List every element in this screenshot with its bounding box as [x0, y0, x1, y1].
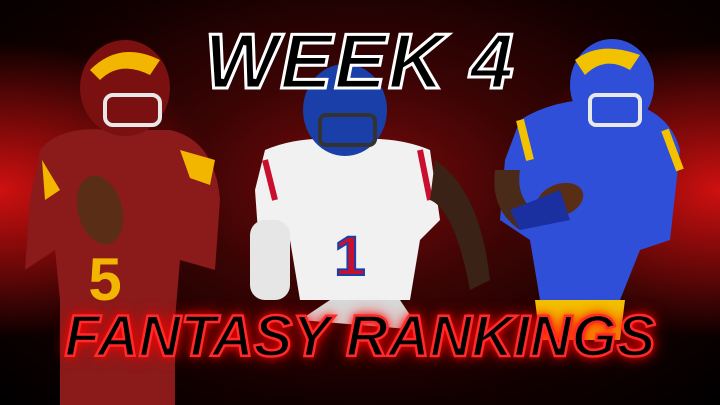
player-middle-receiver: 1 — [250, 64, 490, 330]
fantasy-rankings-title: FANTASY RANKINGS — [63, 304, 656, 369]
svg-text:1: 1 — [334, 224, 365, 287]
svg-text:5: 5 — [88, 246, 121, 313]
player-left-quarterback: 5 — [25, 40, 220, 405]
week-title: WEEK 4 — [203, 17, 516, 105]
player-right-runningback — [494, 39, 684, 340]
